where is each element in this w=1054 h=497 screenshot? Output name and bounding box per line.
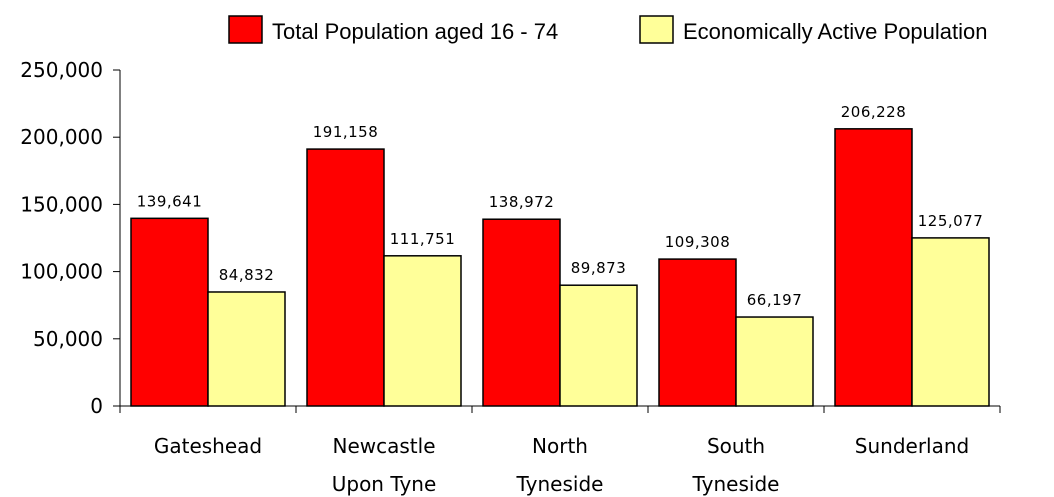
chart-axes: 0 50,000 100,000 150,000 200,000 250,000 Gates… [20, 58, 1001, 496]
x-category-label: Upon Tyne [332, 472, 437, 496]
chart-legend: Total Population aged 16 - 74 Economicall… [228, 15, 988, 44]
x-category-label: North [532, 434, 588, 458]
legend-swatch [228, 15, 263, 44]
bar-economically-active [207, 291, 286, 407]
data-label: 191,158 [313, 123, 379, 141]
y-tick-label: 150,000 [20, 192, 103, 216]
legend-swatch [639, 15, 674, 44]
bar-economically-active [559, 284, 638, 407]
bar-total-population [306, 148, 385, 407]
data-label: 111,751 [390, 230, 456, 248]
bar-total-population [130, 217, 209, 407]
legend-label: Total Population aged 16 - 74 [272, 19, 558, 44]
legend-label: Economically Active Population [683, 19, 988, 44]
data-label: 138,972 [489, 193, 555, 211]
data-label: 206,228 [841, 103, 907, 121]
y-tick-label: 200,000 [20, 125, 103, 149]
data-label: 109,308 [665, 233, 731, 251]
data-label: 89,873 [571, 259, 627, 277]
y-tick-label: 50,000 [33, 327, 103, 351]
bar-economically-active [383, 255, 462, 407]
bar-economically-active [735, 316, 814, 407]
bar-economically-active [911, 237, 990, 407]
data-label: 84,832 [219, 266, 275, 284]
chart-data-labels: 139,641 84,832 191,158 111,751 138,972 89,873… [137, 103, 984, 309]
x-category-label: Sunderland [855, 434, 969, 458]
x-category-label: Gateshead [154, 434, 262, 458]
bar-total-population [658, 258, 737, 407]
x-category-label: South [707, 434, 765, 458]
y-tick-label: 250,000 [20, 58, 103, 82]
y-tick-label: 0 [90, 394, 103, 418]
x-category-label: Newcastle [333, 434, 436, 458]
x-category-label: Tyneside [516, 472, 604, 496]
x-category-label: Tyneside [692, 472, 780, 496]
data-label: 125,077 [918, 212, 984, 230]
y-tick-label: 100,000 [20, 260, 103, 284]
bar-total-population [834, 128, 913, 407]
data-label: 66,197 [747, 291, 803, 309]
chart-bars [130, 128, 990, 407]
data-label: 139,641 [137, 192, 203, 210]
bar-total-population [482, 218, 561, 407]
